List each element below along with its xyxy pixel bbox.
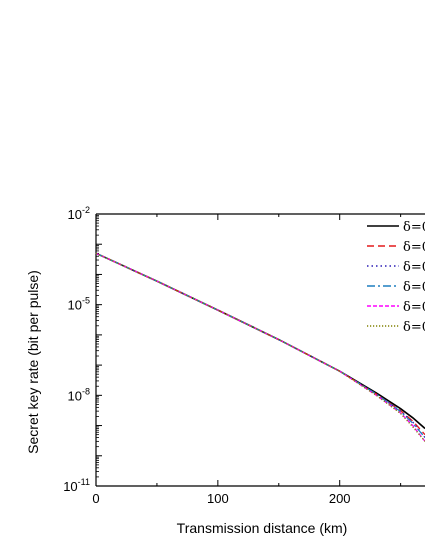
- y-tick-label: 10-8: [68, 386, 90, 403]
- legend-label-2: δ=0: [403, 240, 425, 255]
- y-tick-label: 10-5: [68, 296, 90, 313]
- y-axis-label: Secret key rate (bit per pulse): [25, 270, 41, 454]
- x-tick-label: 200: [329, 491, 351, 506]
- series-line-1: [95, 252, 425, 430]
- series-line-2: [95, 252, 425, 436]
- x-axis-ticks: 0 100 200: [92, 214, 402, 506]
- y-tick-label: 10-11: [63, 477, 90, 494]
- legend-label-3: δ=0: [403, 260, 425, 275]
- series-line-4: [95, 252, 425, 439]
- series-line-5: [95, 252, 425, 442]
- legend-label-4: δ=0: [403, 280, 425, 295]
- y-tick-label: 10-2: [68, 205, 90, 222]
- y-axis-ticks: 10-2 10-5 10-8 10-11: [63, 205, 102, 494]
- legend: δ=0 δ=0 δ=0 δ=0 δ=0 δ=0: [367, 220, 425, 335]
- plot-frame: [95, 213, 425, 487]
- series-line-6: [95, 252, 425, 442]
- x-axis-label: Transmission distance (km): [177, 520, 348, 536]
- series-line-3: [95, 252, 425, 439]
- legend-label-5: δ=0: [403, 300, 425, 315]
- x-tick-label: 0: [92, 491, 99, 506]
- legend-label-6: δ=0: [403, 320, 425, 335]
- x-tick-label: 100: [207, 491, 229, 506]
- legend-label-1: δ=0: [403, 220, 425, 235]
- series-lines: [95, 252, 425, 442]
